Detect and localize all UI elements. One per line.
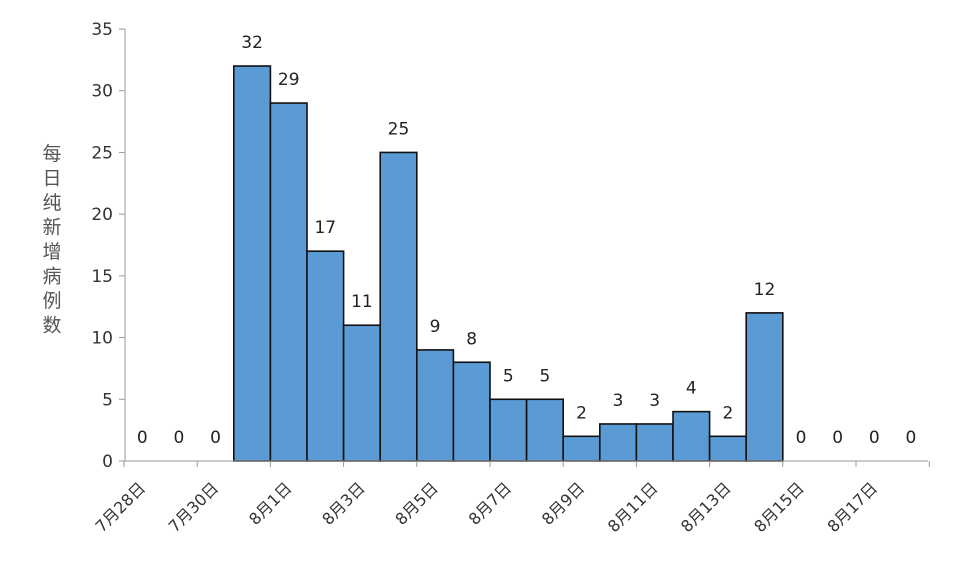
- bar-8月9日: [562, 435, 601, 462]
- data-label: 3: [613, 391, 624, 411]
- bar-8月2日: [306, 250, 345, 462]
- x-tick-label: 7月28日: [91, 478, 149, 536]
- y-axis-label-char: 例: [42, 290, 61, 312]
- bar-8月6日: [452, 361, 491, 462]
- y-tick-label: 0: [102, 452, 113, 472]
- x-tick-label: 8月9日: [538, 478, 588, 528]
- data-label: 25: [388, 119, 410, 139]
- x-tick-label: 8月13日: [677, 478, 735, 536]
- bar-8月5日: [415, 349, 455, 462]
- data-label: 0: [210, 428, 221, 448]
- bar-8月10日: [598, 423, 638, 462]
- data-label: 5: [503, 366, 514, 386]
- bar-7月31日: [233, 65, 272, 462]
- y-tick-label: 10: [91, 329, 113, 349]
- x-tick-label: 7月30日: [165, 478, 223, 536]
- y-tick-label: 15: [91, 267, 113, 287]
- y-tick-label: 25: [91, 143, 113, 163]
- data-label: 0: [832, 428, 843, 448]
- x-tick-label: 8月17日: [823, 478, 881, 536]
- bar-8月12日: [672, 410, 711, 462]
- bars: [233, 65, 784, 462]
- data-label: 8: [466, 329, 477, 349]
- data-label: 29: [278, 70, 300, 90]
- data-label: 32: [241, 33, 263, 53]
- x-tick-label: 8月7日: [465, 478, 515, 528]
- x-tick-label: 8月15日: [750, 478, 808, 536]
- x-axis-ticks: 7月28日 7月30日 8月1日 8月3日 8月5日 8月7日 8月9日 8月11日 8月13日…: [91, 461, 930, 536]
- x-tick-label: 8月1日: [245, 478, 295, 528]
- data-label: 17: [314, 218, 336, 238]
- y-axis-ticks: 0 5 10 15 20 25 30 35: [91, 20, 125, 472]
- y-axis-label-char: 每: [42, 143, 61, 165]
- y-axis-label-char: 病: [42, 266, 61, 288]
- bar-8月7日: [489, 398, 528, 462]
- data-label: 2: [722, 403, 733, 423]
- data-label: 12: [754, 280, 776, 300]
- y-tick-label: 5: [102, 390, 113, 410]
- data-label: 9: [430, 317, 441, 337]
- y-axis-label-char: 增: [42, 241, 61, 263]
- bar-8月3日: [342, 324, 382, 462]
- data-labels: 0 0 0 32 29 17 11 25 9 8 5 5 2 3 3 4 2 12 0 0 0 0: [137, 33, 916, 448]
- bar-8月13日: [708, 435, 747, 462]
- y-tick-label: 20: [91, 205, 113, 225]
- data-label: 0: [173, 428, 184, 448]
- bar-8月1日: [269, 102, 308, 462]
- data-label: 11: [351, 292, 373, 312]
- bar-8月11日: [635, 423, 674, 462]
- bar-8月4日: [379, 151, 418, 462]
- y-axis-label-char: 新: [42, 217, 61, 239]
- data-label: 2: [576, 403, 587, 423]
- data-label: 4: [686, 379, 697, 399]
- x-tick-label: 8月5日: [391, 478, 441, 528]
- y-tick-label: 30: [91, 82, 113, 102]
- data-label: 0: [796, 428, 807, 448]
- y-tick-label: 35: [91, 20, 113, 40]
- x-tick-label: 8月11日: [604, 478, 662, 536]
- y-axis-label-char: 数: [42, 315, 61, 337]
- data-label: 0: [137, 428, 148, 448]
- bar-8月8日: [525, 398, 564, 462]
- y-axis-label-char: 日: [42, 168, 61, 190]
- x-tick-label: 8月3日: [318, 478, 368, 528]
- data-label: 5: [539, 366, 550, 386]
- data-label: 0: [869, 428, 880, 448]
- y-axis-label-char: 纯: [42, 192, 61, 214]
- data-label: 3: [649, 391, 660, 411]
- data-label: 0: [905, 428, 916, 448]
- axes: [124, 29, 928, 462]
- bar-8月14日: [745, 312, 784, 462]
